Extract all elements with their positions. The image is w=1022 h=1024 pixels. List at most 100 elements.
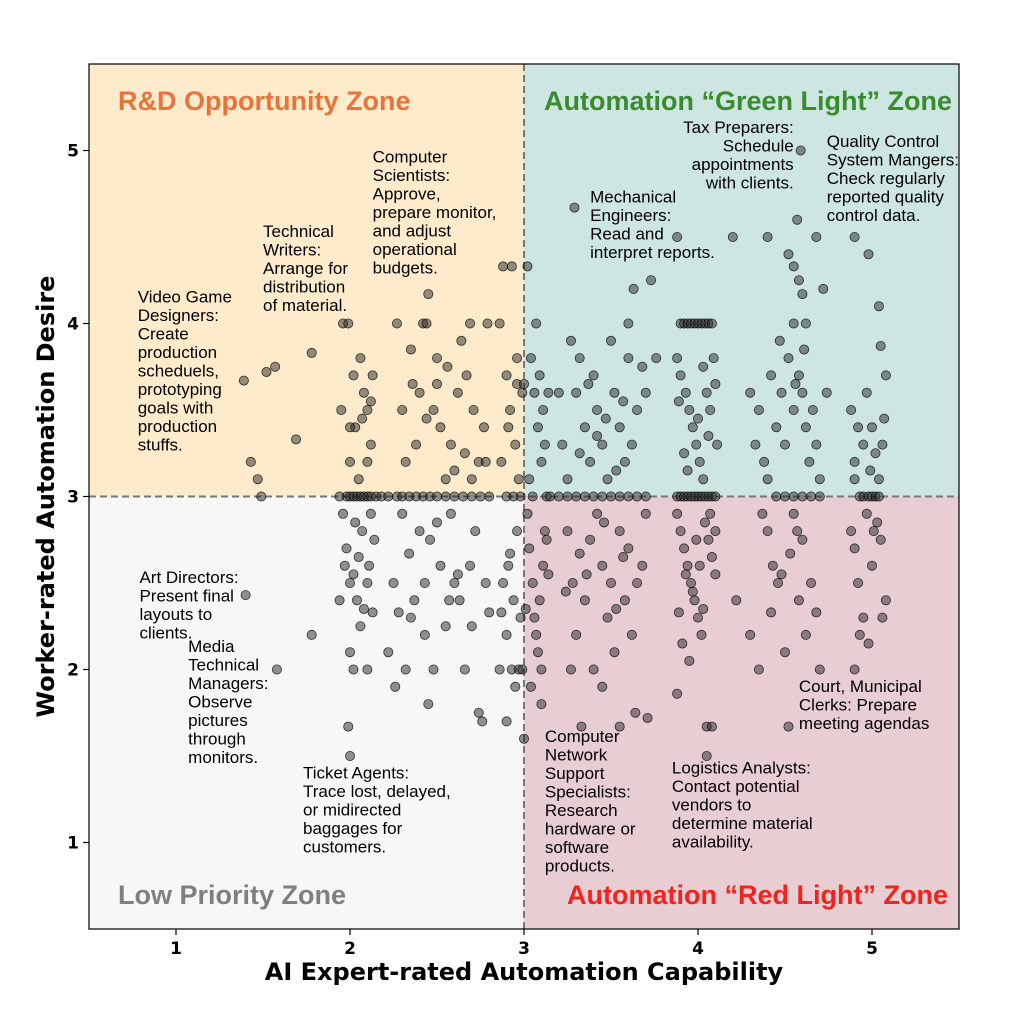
data-point	[341, 543, 352, 554]
data-point	[790, 379, 801, 390]
data-point	[693, 612, 704, 623]
annotation-line: interpret reports.	[590, 243, 715, 262]
data-point	[545, 491, 556, 502]
data-point	[445, 508, 456, 519]
data-point	[409, 595, 420, 606]
data-point	[698, 474, 709, 485]
data-point	[853, 578, 864, 589]
data-point	[442, 361, 453, 372]
data-point	[780, 491, 791, 502]
annotation-line: and adjust	[373, 222, 452, 241]
data-point	[614, 721, 625, 732]
data-point	[431, 379, 442, 390]
data-point	[710, 569, 721, 580]
data-point	[806, 491, 817, 502]
data-point	[423, 699, 434, 710]
data-point	[532, 647, 543, 658]
data-point	[609, 387, 620, 398]
data-point	[710, 379, 721, 390]
annotation-line: Observe	[188, 693, 252, 712]
data-point	[773, 578, 784, 589]
data-point	[459, 448, 470, 459]
data-point	[706, 552, 717, 563]
data-point	[466, 491, 477, 502]
data-point	[344, 578, 355, 589]
data-point	[519, 733, 530, 744]
data-point	[623, 543, 634, 554]
data-point	[477, 716, 488, 727]
data-point	[701, 387, 712, 398]
data-point	[872, 517, 883, 528]
annotation-line: Scientists:	[373, 166, 450, 185]
data-point	[814, 491, 825, 502]
data-point	[797, 289, 808, 300]
annotation-line: Court, Municipal	[799, 677, 922, 696]
data-point	[562, 491, 573, 502]
data-point	[494, 318, 505, 329]
annotation-line: Clerks: Prepare	[799, 695, 917, 714]
data-point	[783, 721, 794, 732]
data-point	[445, 439, 456, 450]
data-point	[512, 526, 523, 537]
data-point	[710, 491, 721, 502]
data-point	[602, 474, 613, 485]
data-point	[355, 353, 366, 364]
data-point	[484, 607, 495, 618]
data-point	[431, 353, 442, 364]
data-point	[362, 664, 373, 675]
data-point	[468, 404, 479, 415]
data-point	[524, 543, 535, 554]
annotation-line: reported quality	[827, 188, 945, 207]
data-point	[689, 595, 700, 606]
data-point	[400, 664, 411, 675]
annotation-line: Managers:	[188, 674, 268, 693]
data-point	[498, 261, 509, 272]
data-point	[640, 387, 651, 398]
data-point	[583, 379, 594, 390]
data-point	[567, 578, 578, 589]
data-point	[362, 456, 373, 467]
data-point	[797, 491, 808, 502]
data-point	[642, 712, 653, 723]
data-point	[536, 456, 547, 467]
annotation-line: Contact potential	[672, 777, 800, 796]
data-point	[693, 413, 704, 424]
data-point	[501, 716, 512, 727]
data-point	[602, 612, 613, 623]
data-point	[588, 491, 599, 502]
data-point	[849, 543, 860, 554]
data-point	[873, 301, 884, 312]
data-point	[404, 548, 415, 559]
data-point	[452, 569, 463, 580]
data-point	[807, 404, 818, 415]
data-point	[698, 603, 709, 614]
data-point	[597, 491, 608, 502]
data-point	[632, 491, 643, 502]
data-point	[863, 249, 874, 260]
data-point	[687, 422, 698, 433]
data-point	[680, 387, 691, 398]
annotation-line: Present final	[139, 587, 234, 606]
data-point	[466, 621, 477, 632]
data-point	[473, 707, 484, 718]
data-point	[588, 370, 599, 381]
annotation-line: pictures	[188, 711, 248, 730]
data-point	[261, 366, 272, 377]
data-point	[498, 578, 509, 589]
data-point	[792, 214, 803, 225]
data-point	[691, 534, 702, 545]
data-point	[753, 404, 764, 415]
zone-label-automation-green-light-zone: Automation “Green Light” Zone	[544, 86, 952, 116]
annotation-line: prepare monitor,	[373, 203, 497, 222]
data-point	[484, 491, 495, 502]
x-tick-label: 3	[518, 939, 530, 959]
annotation-line: Read and	[590, 224, 664, 243]
data-point	[795, 145, 806, 156]
data-point	[353, 474, 364, 485]
data-point	[599, 517, 610, 528]
data-point	[865, 465, 876, 476]
annotation-line: determine material	[672, 814, 813, 833]
